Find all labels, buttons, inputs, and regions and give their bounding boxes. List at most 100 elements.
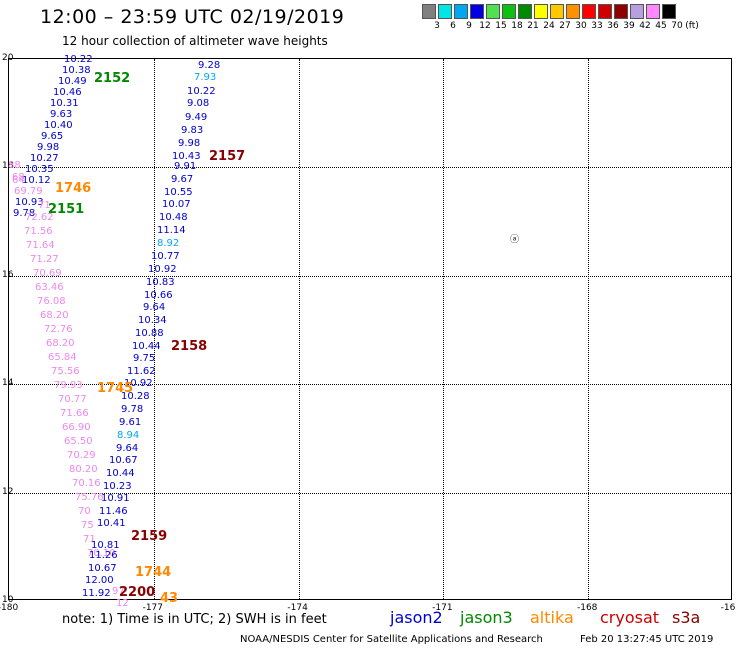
scale-label: 30 [575, 21, 587, 31]
scale-label: 70 [671, 21, 683, 31]
scale-swatch [598, 4, 612, 19]
wave-height-reading: 10.28 [121, 391, 150, 402]
wave-height-reading: 10.49 [58, 76, 87, 87]
pass-time-label: 2152 [94, 71, 131, 86]
satellite-legend-s3a: s3a [672, 608, 701, 627]
scale-label: 21 [527, 21, 539, 31]
wave-height-reading: 8.94 [117, 430, 140, 441]
wave-height-reading: 10.38 [62, 65, 91, 76]
satellite-legend-jason2: jason2 [390, 608, 443, 627]
latitude-gridline [9, 384, 731, 386]
wave-height-reading: 71 [83, 534, 96, 545]
wave-height-reading: 75.56 [51, 366, 80, 377]
map-plot-area [8, 58, 732, 600]
pass-time-label: 2157 [209, 149, 246, 164]
pass-time-label: 2151 [48, 202, 85, 217]
wave-height-reading: 10.83 [146, 277, 175, 288]
wave-height-reading: 9.78 [121, 404, 144, 415]
wave-height-reading: 9.64 [116, 443, 139, 454]
wave-height-reading: 70.16 [72, 478, 101, 489]
wave-height-reading: 10.07 [162, 199, 191, 210]
latitude-tick-label: 12 [2, 486, 14, 497]
wave-height-reading: 11.46 [99, 506, 128, 517]
scale-swatch [470, 4, 484, 19]
scale-label: 6 [450, 21, 456, 31]
scale-label: 3 [434, 21, 440, 31]
latitude-tick-label: 14 [2, 378, 14, 389]
longitude-tick-label: -177 [142, 603, 164, 613]
wave-height-reading: 70.29 [67, 450, 96, 461]
pass-time-label: 1745 [97, 381, 134, 396]
wave-height-reading: 10.41 [97, 518, 126, 529]
wave-height-reading: 11.62 [127, 366, 156, 377]
satellite-legend-jason3: jason3 [460, 608, 513, 627]
wave-height-reading: 10.40 [44, 120, 73, 131]
wave-height-reading: 10.31 [50, 98, 79, 109]
wave-height-reading: 72.76 [44, 324, 73, 335]
wave-height-reading: 8.92 [157, 238, 180, 249]
wave-height-color-scale: 3 6 9 12 15 18 21 24 27 30 33 36 39 42 45 70 (ft) [422, 4, 699, 31]
latitude-tick-label: 18 [2, 161, 14, 172]
wave-height-reading: 71.64 [26, 240, 55, 251]
wave-height-reading: 75.76 [75, 492, 104, 503]
wave-height-reading: 9.98 [178, 138, 201, 149]
wave-height-reading: 9.75 [133, 353, 156, 364]
wave-height-reading: 9.49 [185, 112, 208, 123]
longitude-tick-label: -180 [0, 603, 19, 613]
wave-height-reading: 70.69 [33, 268, 62, 279]
wave-height-reading: 10.67 [88, 563, 117, 574]
wave-height-reading: 68 [12, 172, 25, 183]
wave-height-reading: 10.92 [148, 264, 177, 275]
scale-swatch [614, 4, 628, 19]
latitude-tick-label: 10 [2, 595, 14, 605]
wave-height-reading: 72.62 [25, 212, 54, 223]
wave-height-reading: 10.55 [164, 187, 193, 198]
scale-label: 9 [466, 21, 472, 31]
wave-height-reading: 10.91 [101, 493, 130, 504]
longitude-tick-label: -168 [576, 603, 598, 613]
wave-height-reading: 9.65 [41, 131, 64, 142]
scale-label: 42 [639, 21, 651, 31]
wave-height-reading: 9.61 [119, 417, 142, 428]
wave-height-reading: 9.64 [143, 302, 166, 313]
satellite-legend-cryosat: cryosat [600, 608, 660, 627]
wave-height-reading: 71 [38, 200, 51, 211]
latitude-gridline [9, 167, 731, 169]
wave-height-reading: 69.79 [14, 186, 43, 197]
scale-swatch [630, 4, 644, 19]
latitude-gridline [9, 492, 731, 494]
wave-height-reading: 71.66 [60, 408, 89, 419]
scale-label: 18 [511, 21, 523, 31]
scale-label: 33 [591, 21, 603, 31]
footer-note: note: 1) Time is in UTC; 2) SWH is in fe… [62, 612, 327, 627]
scale-swatch [454, 4, 468, 19]
wave-height-reading: 9.63 [50, 109, 73, 120]
wave-height-reading: 68.20 [40, 310, 69, 321]
wave-height-reading: 9.83 [181, 125, 204, 136]
wave-height-reading: 66.90 [62, 422, 91, 433]
scale-swatch [486, 4, 500, 19]
pass-time-label: 2159 [131, 529, 168, 544]
scale-label: 45 [655, 21, 667, 31]
scale-swatch [566, 4, 580, 19]
wave-height-reading: 10.44 [132, 341, 161, 352]
map-subtitle: 12 hour collection of altimeter wave hei… [62, 34, 328, 48]
pass-time-label: 1744 [135, 565, 172, 580]
scale-label: 12 [479, 21, 491, 31]
scale-swatch [518, 4, 532, 19]
latitude-gridline [9, 275, 731, 277]
pass-time-label: 2158 [171, 339, 208, 354]
wave-height-reading: 65.50 [64, 436, 93, 447]
scale-label: 27 [559, 21, 571, 31]
scale-swatch [438, 4, 452, 19]
wave-height-reading: 64 [12, 175, 25, 186]
wave-height-reading: 10.12 [22, 175, 51, 186]
wave-height-reading: 10.93 [15, 197, 44, 208]
wave-height-reading: 70.77 [58, 394, 87, 405]
wave-height-reading: 12 [116, 598, 129, 609]
wave-height-reading: 10.92 [124, 378, 153, 389]
pass-time-label: 2200 [119, 585, 156, 600]
scale-label: 36 [607, 21, 619, 31]
longitude-tick-label: -171 [432, 603, 453, 613]
wave-height-reading: 10.44 [106, 468, 135, 479]
